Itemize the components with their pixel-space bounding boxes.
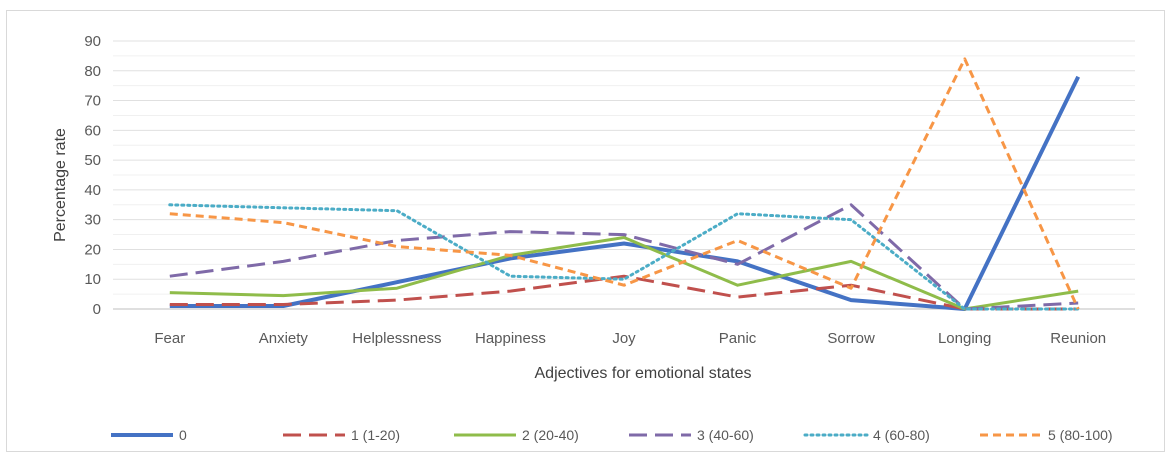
series-line-4 — [168, 203, 1080, 311]
legend-label-5: 5 (80-100) — [1048, 427, 1113, 443]
line-chart: 0 10 20 30 40 50 60 70 80 90 Fear Anxiety Helplessn… — [52, 33, 1135, 443]
legend-label-2: 2 (20-40) — [522, 427, 579, 443]
series-line-2 — [169, 236, 1079, 311]
y-tick-label: 50 — [84, 152, 101, 169]
y-tick-label: 90 — [84, 33, 101, 50]
legend-label-1: 1 (1-20) — [351, 427, 400, 443]
x-axis-title: Adjectives for emotional states — [535, 365, 752, 382]
series-line-3 — [169, 203, 1079, 311]
y-tick-label: 20 — [84, 241, 101, 258]
x-tick-label: Joy — [612, 330, 636, 347]
y-axis-title: Percentage rate — [52, 128, 69, 242]
y-tick-label: 80 — [84, 63, 101, 80]
y-axis-ticks: 0 10 20 30 40 50 60 70 80 90 — [84, 33, 101, 318]
y-tick-label: 60 — [84, 122, 101, 139]
x-tick-label: Anxiety — [259, 330, 309, 347]
gridlines — [113, 40, 1135, 310]
x-tick-label: Longing — [938, 330, 991, 347]
x-tick-label: Helplessness — [352, 330, 441, 347]
series-lines — [168, 57, 1080, 311]
x-tick-label: Reunion — [1050, 330, 1106, 347]
x-tick-label: Happiness — [475, 330, 546, 347]
legend-label-0: 0 — [179, 427, 187, 443]
chart-frame: 0 10 20 30 40 50 60 70 80 90 Fear Anxiety Helplessn… — [6, 10, 1165, 452]
y-tick-label: 70 — [84, 93, 101, 110]
y-tick-label: 10 — [84, 271, 101, 288]
legend-label-3: 3 (40-60) — [697, 427, 754, 443]
series-line-1 — [169, 274, 1079, 311]
y-tick-label: 40 — [84, 182, 101, 199]
y-tick-label: 0 — [93, 301, 101, 318]
x-tick-label: Fear — [154, 330, 185, 347]
series-line-0 — [169, 75, 1080, 311]
x-tick-label: Sorrow — [827, 330, 875, 347]
y-tick-label: 30 — [84, 212, 101, 229]
series-line-5 — [169, 57, 1080, 310]
x-axis-ticks: Fear Anxiety Helplessness Happiness Joy Panic… — [154, 330, 1106, 347]
legend-label-4: 4 (60-80) — [873, 427, 930, 443]
x-tick-label: Panic — [719, 330, 757, 347]
legend: 0 1 (1-20) 2 (20-40) 3 (40-60) 4 (60-80) 5 (8… — [111, 427, 1113, 443]
